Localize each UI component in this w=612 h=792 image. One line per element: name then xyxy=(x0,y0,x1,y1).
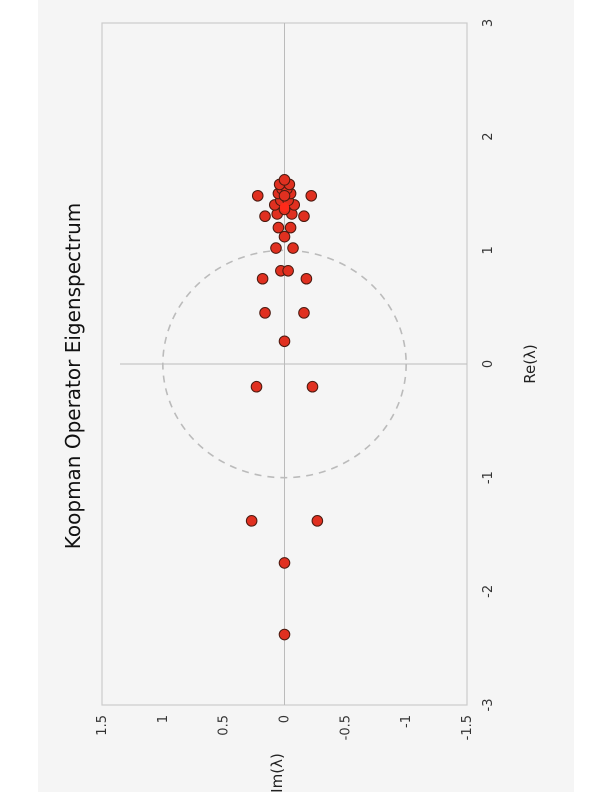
figure-background xyxy=(38,0,574,792)
y-tick-label: 1 xyxy=(156,715,171,723)
chart-title: Koopman Operator Eigenspectrum xyxy=(61,203,85,549)
data-point xyxy=(259,210,271,223)
y-tick-label: 0.5 xyxy=(217,715,232,736)
tick-labels: -3 -2 -1 0 1 2 3 1.5 1 0.5 0 -0.5 -1 -1.5 xyxy=(95,19,496,741)
data-point xyxy=(306,380,319,393)
data-point xyxy=(259,307,271,319)
y-tick-label: -1.5 xyxy=(460,715,475,740)
data-point xyxy=(278,189,291,202)
y-axis-label: Im(λ) xyxy=(268,753,286,792)
x-tick-label: -3 xyxy=(481,699,496,712)
data-point xyxy=(278,174,291,186)
highlight-point xyxy=(279,202,290,212)
data-point xyxy=(245,515,258,527)
data-point xyxy=(278,557,291,569)
data-point xyxy=(270,242,282,254)
y-tick-label: -0.5 xyxy=(338,715,353,740)
data-point xyxy=(251,189,264,202)
data-point xyxy=(300,272,313,285)
data-point xyxy=(250,380,263,393)
data-point xyxy=(298,210,310,223)
data-point xyxy=(278,335,291,348)
y-tick-label: 0 xyxy=(278,715,293,723)
data-point xyxy=(272,221,285,234)
x-tick-label: -2 xyxy=(481,585,496,598)
plot-area xyxy=(101,22,468,706)
x-tick-label: 0 xyxy=(481,360,496,368)
unit-circle xyxy=(162,249,407,479)
data-point xyxy=(287,242,299,254)
data-point xyxy=(278,230,291,243)
data-point xyxy=(278,628,291,641)
y-tick-label: 1.5 xyxy=(95,715,110,736)
x-tick-label: 1 xyxy=(481,246,496,254)
data-point xyxy=(305,189,318,202)
y-tick-label: -1 xyxy=(399,715,414,728)
x-tick-label: -1 xyxy=(481,471,496,484)
data-point xyxy=(298,307,310,319)
x-tick-label: 2 xyxy=(481,133,496,141)
x-axis-label: Re(λ) xyxy=(521,344,539,384)
data-point xyxy=(282,264,294,277)
data-point xyxy=(284,221,297,234)
x-tick-label: 3 xyxy=(481,19,496,27)
data-point xyxy=(311,515,324,527)
data-point xyxy=(256,272,269,285)
